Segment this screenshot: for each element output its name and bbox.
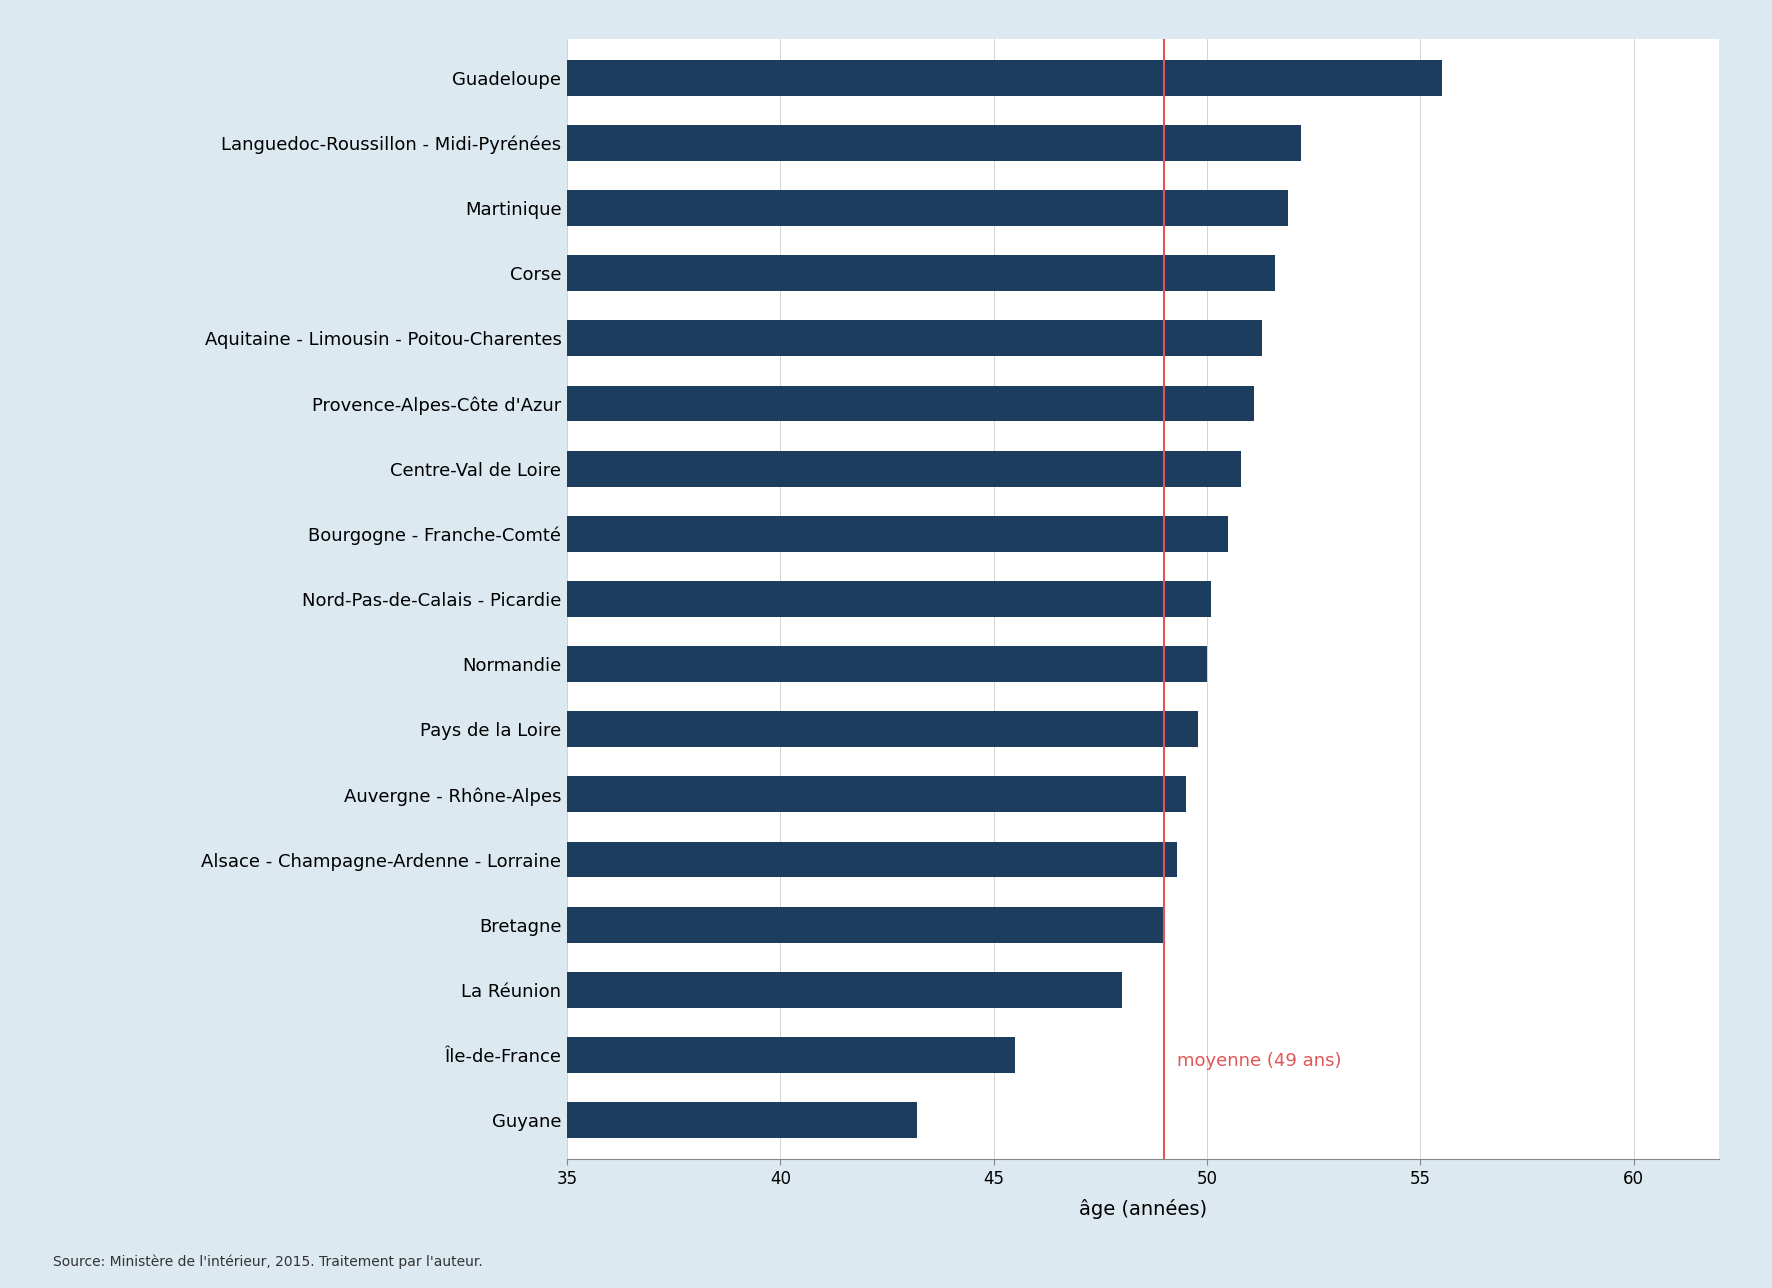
Bar bbox=[567, 255, 1276, 291]
Bar bbox=[567, 841, 1177, 877]
Bar bbox=[567, 907, 1164, 943]
Bar bbox=[567, 321, 1262, 357]
Text: moyenne (49 ans): moyenne (49 ans) bbox=[1177, 1052, 1341, 1070]
Bar bbox=[567, 1103, 916, 1139]
Bar bbox=[567, 647, 1207, 681]
Bar bbox=[567, 972, 1122, 1007]
Bar bbox=[567, 125, 1301, 161]
Bar bbox=[567, 777, 1185, 813]
Text: Source: Ministère de l'intérieur, 2015. Traitement par l'auteur.: Source: Ministère de l'intérieur, 2015. … bbox=[53, 1255, 484, 1269]
Bar bbox=[567, 191, 1288, 225]
X-axis label: âge (années): âge (années) bbox=[1079, 1199, 1207, 1218]
Bar bbox=[567, 385, 1255, 421]
Bar bbox=[567, 711, 1198, 747]
Bar bbox=[567, 516, 1228, 551]
Bar bbox=[567, 1037, 1015, 1073]
Bar bbox=[567, 59, 1442, 95]
Bar bbox=[567, 581, 1212, 617]
Bar bbox=[567, 451, 1240, 487]
